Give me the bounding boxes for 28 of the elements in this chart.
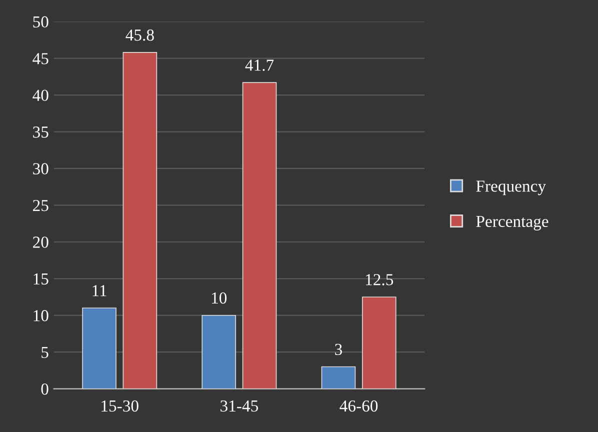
y-tick-label: 5 [42,346,48,358]
y-tick-label: 0 [41,384,48,395]
data-label: 45.8 [126,29,154,41]
y-tick-label: 20 [33,236,48,248]
data-label: 11 [92,285,106,296]
x-tick-label: 31-45 [220,400,258,412]
bar [362,296,396,389]
data-label: 3 [335,344,342,356]
legend-label: Frequency [476,180,546,196]
bar [82,308,116,389]
y-tick-label: 15 [34,273,48,285]
bar [202,314,236,389]
y-tick-label: 25 [33,200,48,212]
data-label: 10 [212,292,227,304]
x-tick-label: 15-30 [102,400,138,412]
y-tick-label: 40 [32,90,48,101]
y-tick-label: 30 [33,163,48,174]
legend-label: Percentage [476,216,548,230]
bar [242,82,277,389]
data-label: 12.5 [366,274,394,286]
y-tick-label: 50 [33,16,48,28]
y-tick-label: 10 [34,310,48,322]
y-tick-label: 45 [32,53,48,64]
x-tick-label: 46-60 [340,400,378,412]
data-label: 41.7 [245,60,274,71]
y-tick-label: 35 [33,126,48,138]
bar [321,366,356,389]
bar [122,52,158,389]
